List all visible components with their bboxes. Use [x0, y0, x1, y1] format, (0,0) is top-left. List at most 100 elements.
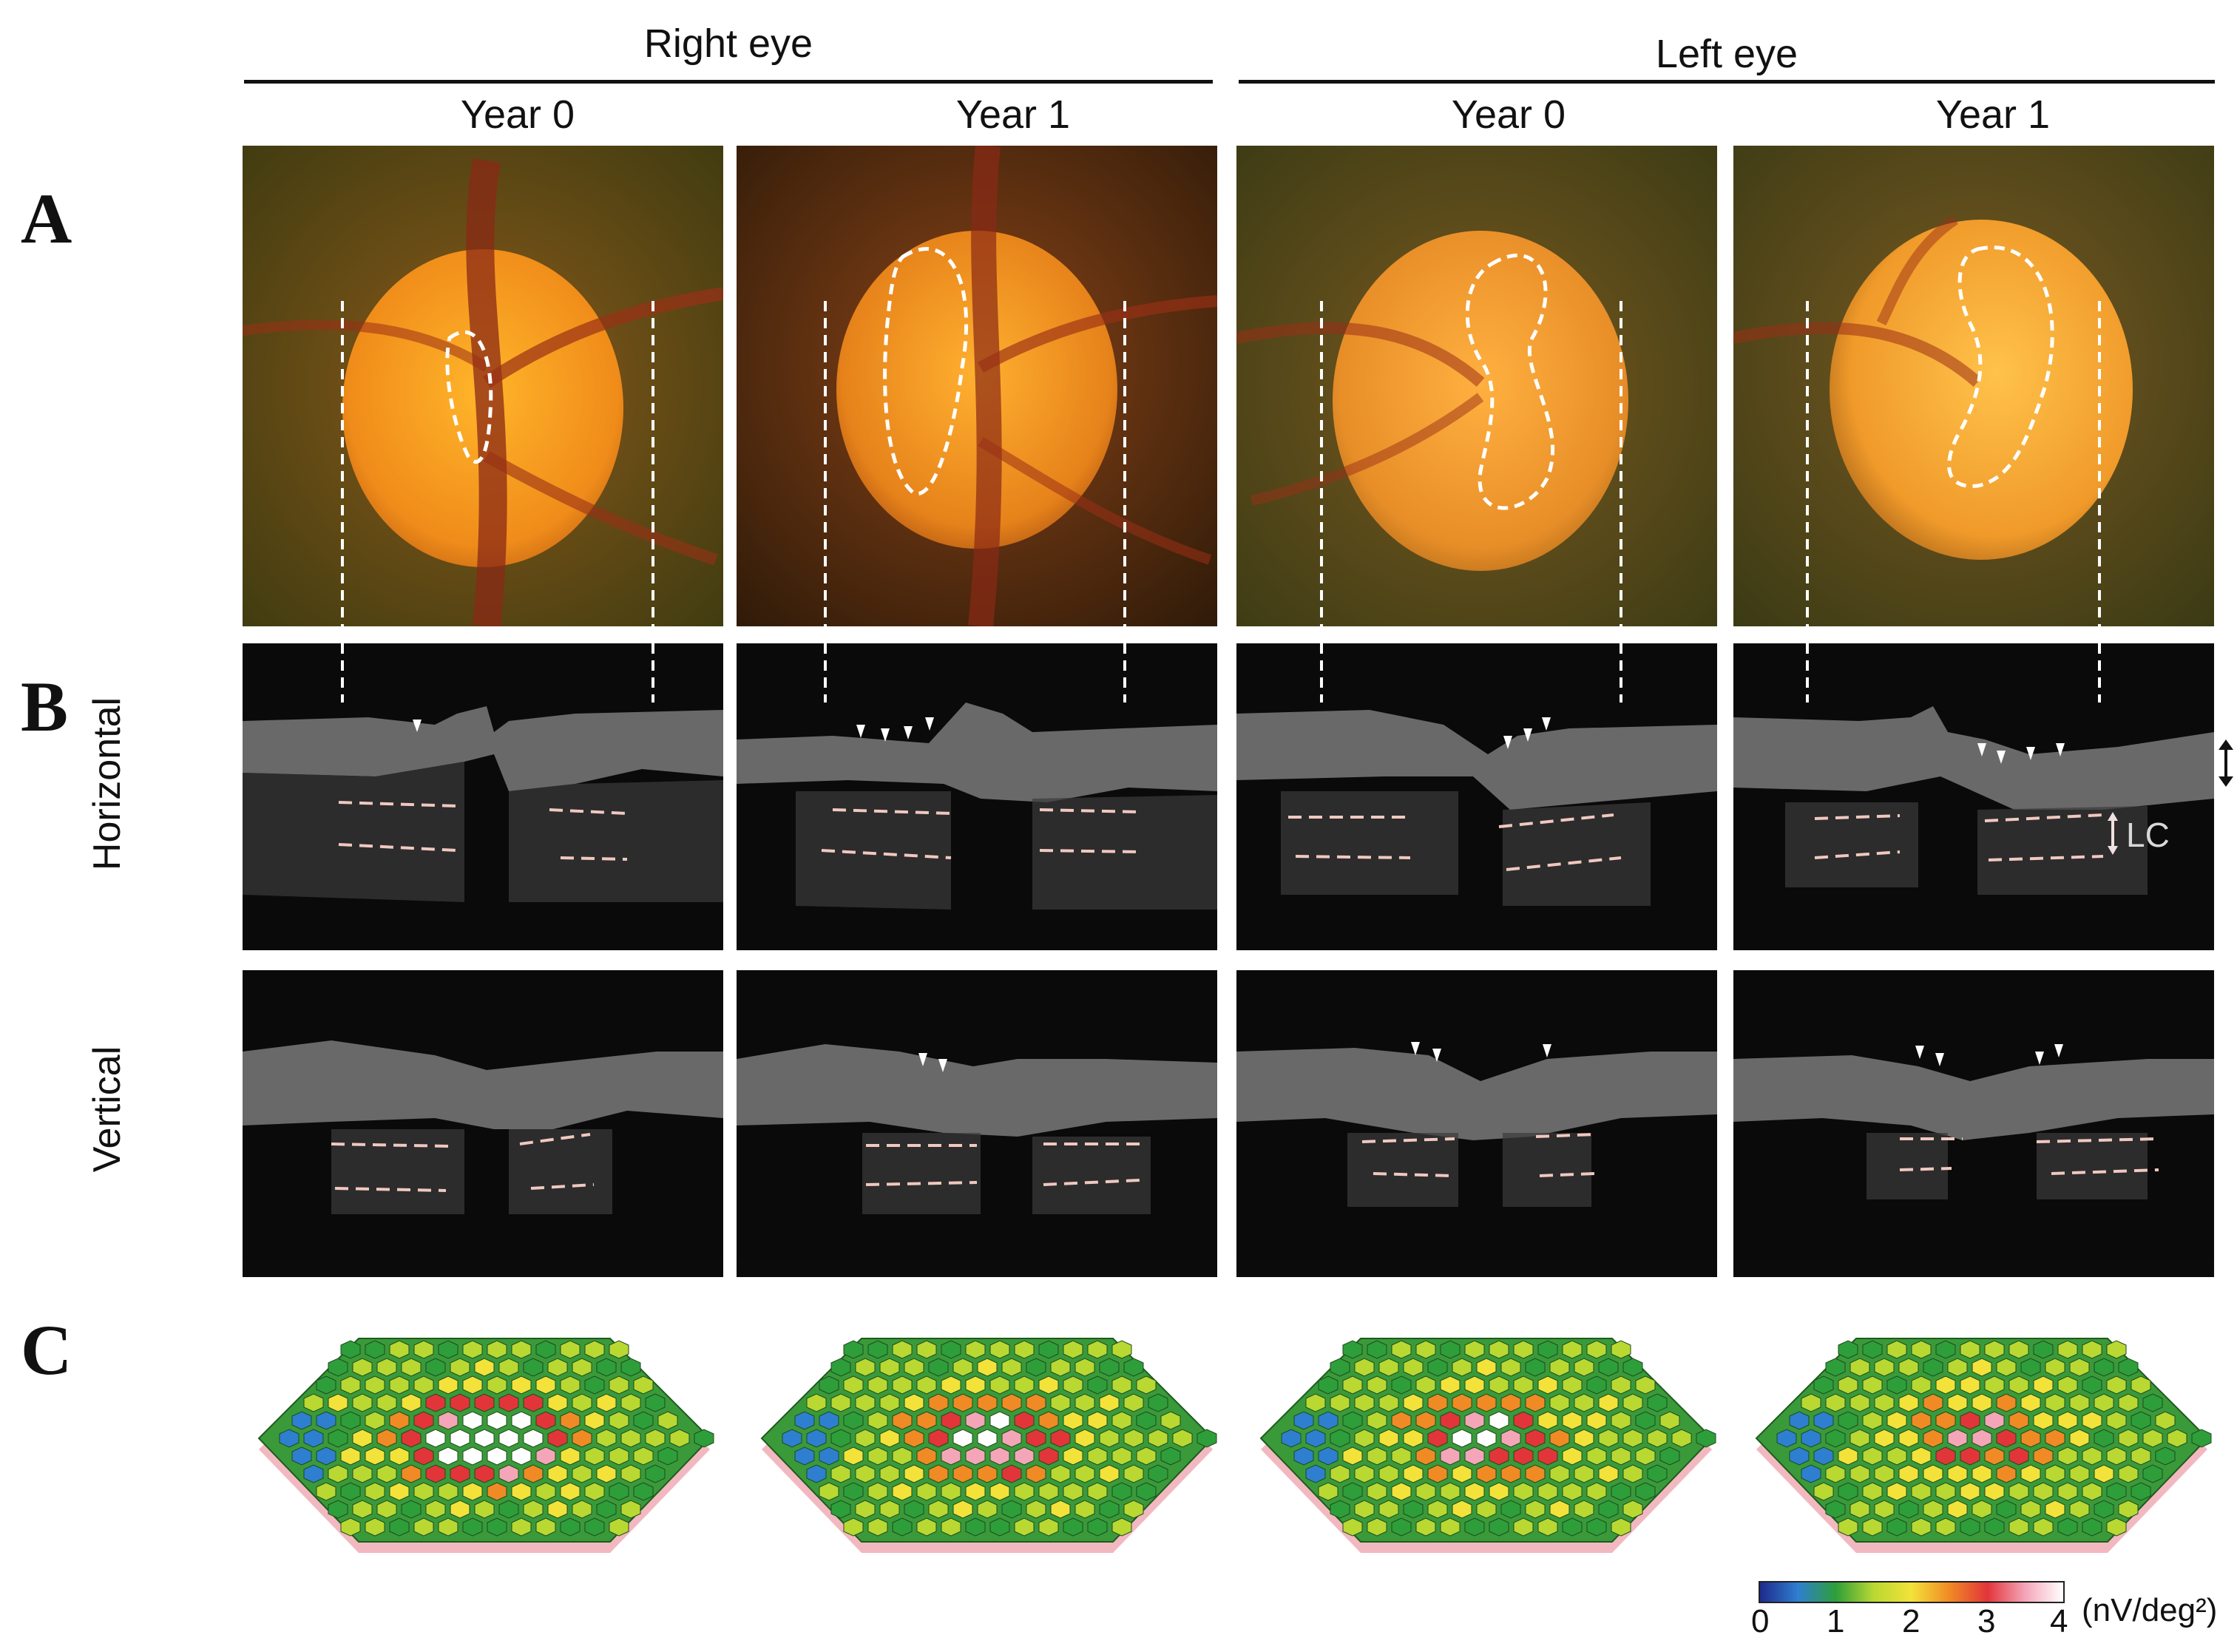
mferg-hex-cell	[450, 1429, 470, 1448]
mferg-hex-cell	[620, 1393, 641, 1412]
mferg-hex-cell	[511, 1446, 532, 1466]
year-label-right-1: Year 1	[955, 92, 1071, 137]
mferg-hex-cell	[2008, 1411, 2029, 1430]
mferg-hex-cell	[1960, 1517, 1980, 1537]
mferg-hex-cell	[2020, 1393, 2041, 1412]
mferg-hex-cell	[1038, 1517, 1059, 1537]
mferg-hex-cell	[560, 1517, 581, 1537]
mferg-hex-cell	[1367, 1482, 1387, 1501]
mferg-hex-cell	[989, 1375, 1010, 1395]
mferg-hex-cell	[843, 1375, 864, 1395]
mferg-hex-cell	[645, 1393, 666, 1412]
mferg-hex-cell	[413, 1482, 434, 1501]
mferg-hex-cell	[1050, 1358, 1071, 1377]
mferg-hex-cell	[977, 1358, 998, 1377]
mferg-hex-cell	[1026, 1464, 1046, 1483]
mferg-hex-cell	[1972, 1358, 1992, 1377]
mferg-hex-cell	[438, 1375, 458, 1395]
mferg-hex-cell	[1427, 1358, 1448, 1377]
mferg-hex-cell	[376, 1358, 397, 1377]
oct-vertical-right-year1	[737, 970, 1217, 1277]
mferg-hex-cell	[279, 1429, 299, 1448]
mferg-hex-cell	[438, 1482, 458, 1501]
mferg-hex-cell	[547, 1393, 568, 1412]
fundus-left-year0	[1236, 146, 1717, 626]
mferg-hex-cell	[365, 1411, 385, 1430]
mferg-hex-cell	[584, 1517, 605, 1537]
mferg-hex-cell	[916, 1517, 937, 1537]
mferg-hex-cell	[560, 1411, 581, 1430]
mferg-hex-cell	[1886, 1517, 1907, 1537]
mferg-hex-cell	[572, 1358, 592, 1377]
mferg-hex-cell	[1293, 1411, 1314, 1430]
mferg-hex-cell	[2142, 1464, 2163, 1483]
mferg-hex-cell	[1489, 1375, 1509, 1395]
mferg-hex-cell	[572, 1500, 592, 1519]
mferg-hex-cell	[498, 1393, 519, 1412]
mferg-hex-cell	[365, 1340, 385, 1359]
mferg-hex-cell	[941, 1375, 961, 1395]
mferg-hex-cell	[2082, 1411, 2102, 1430]
mferg-hex-cell	[1476, 1393, 1497, 1412]
mferg-hex-cell	[547, 1358, 568, 1377]
colorbar	[1759, 1581, 2065, 1603]
mferg-hex-cell	[2094, 1500, 2114, 1519]
mferg-hex-cell	[1525, 1393, 1546, 1412]
mferg-hex-cell	[1611, 1375, 1631, 1395]
mferg-hex-cell	[892, 1340, 913, 1359]
mferg-hex-cell	[1801, 1429, 1821, 1448]
mferg-hex-cell	[1586, 1446, 1607, 1466]
mferg-hex-cell	[498, 1464, 519, 1483]
mferg-hex-cell	[1403, 1358, 1424, 1377]
mferg-hex-cell	[1500, 1464, 1521, 1483]
mferg-hex-cell	[830, 1429, 851, 1448]
mferg-hex-cell	[1996, 1429, 2017, 1448]
mferg-hex-cell	[794, 1411, 815, 1430]
mferg-plot-left-year1	[1745, 1316, 2219, 1560]
mferg-hex-cell	[1391, 1517, 1412, 1537]
mferg-hex-cell	[1391, 1446, 1412, 1466]
mferg-hex-cell	[1935, 1517, 1956, 1537]
mferg-hex-cell	[572, 1464, 592, 1483]
mferg-hex-cell	[1874, 1358, 1895, 1377]
mferg-hex-cell	[1464, 1517, 1485, 1537]
mferg-hex-cell	[1862, 1340, 1883, 1359]
mferg-hex-cell	[904, 1393, 924, 1412]
mferg-hex-cell	[1050, 1500, 1071, 1519]
mferg-hex-cell	[1838, 1482, 1858, 1501]
mferg-hex-cell	[1001, 1429, 1022, 1448]
mferg-hex-cell	[669, 1429, 690, 1448]
mferg-hex-cell	[1452, 1358, 1472, 1377]
mferg-hex-cell	[1525, 1500, 1546, 1519]
mferg-hex-cell	[1148, 1464, 1168, 1483]
mferg-hex-cell	[620, 1464, 641, 1483]
mferg-hex-cell	[1123, 1358, 1144, 1377]
mferg-hex-cell	[1305, 1393, 1326, 1412]
mferg-hex-cell	[1342, 1482, 1363, 1501]
mferg-hex-cell	[1886, 1446, 1907, 1466]
colorbar-tick-3: 3	[1977, 1603, 1996, 1639]
mferg-hex-cell	[1087, 1517, 1108, 1537]
mferg-hex-cell	[1862, 1375, 1883, 1395]
mferg-hex-cell	[1898, 1358, 1919, 1377]
mferg-hex-cell	[1813, 1375, 1834, 1395]
mferg-hex-cell	[843, 1517, 864, 1537]
mferg-hex-cell	[806, 1429, 827, 1448]
mferg-hex-cell	[2008, 1446, 2029, 1466]
mferg-hex-cell	[474, 1393, 495, 1412]
mferg-hex-cell	[1099, 1429, 1120, 1448]
mferg-hex-cell	[1440, 1411, 1461, 1430]
mferg-hex-cell	[1935, 1482, 1956, 1501]
mferg-hex-cell	[867, 1517, 888, 1537]
colorbar-ticks: 0 1 2 3 4	[1751, 1603, 2069, 1642]
mferg-hex-cell	[1026, 1500, 1046, 1519]
mferg-hex-cell	[1789, 1411, 1810, 1430]
mferg-hex-cell	[1074, 1429, 1095, 1448]
mferg-hex-cell	[1148, 1393, 1168, 1412]
mferg-hex-cell	[1513, 1482, 1534, 1501]
mferg-hex-cell	[401, 1429, 422, 1448]
mferg-hex-cell	[1537, 1517, 1558, 1537]
mferg-hex-cell	[1440, 1517, 1461, 1537]
mferg-hex-cell	[928, 1500, 949, 1519]
mferg-hex-cell	[462, 1375, 483, 1395]
